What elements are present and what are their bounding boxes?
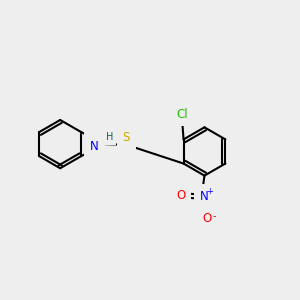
Text: -: - bbox=[213, 211, 216, 221]
Text: Cl: Cl bbox=[176, 108, 188, 121]
Text: H: H bbox=[106, 132, 113, 142]
Text: +: + bbox=[206, 187, 213, 196]
Text: N: N bbox=[200, 190, 208, 203]
Text: O: O bbox=[176, 189, 185, 202]
Text: N: N bbox=[90, 135, 99, 148]
Text: N: N bbox=[90, 140, 99, 153]
Text: O: O bbox=[202, 212, 211, 224]
Text: S: S bbox=[122, 131, 130, 144]
